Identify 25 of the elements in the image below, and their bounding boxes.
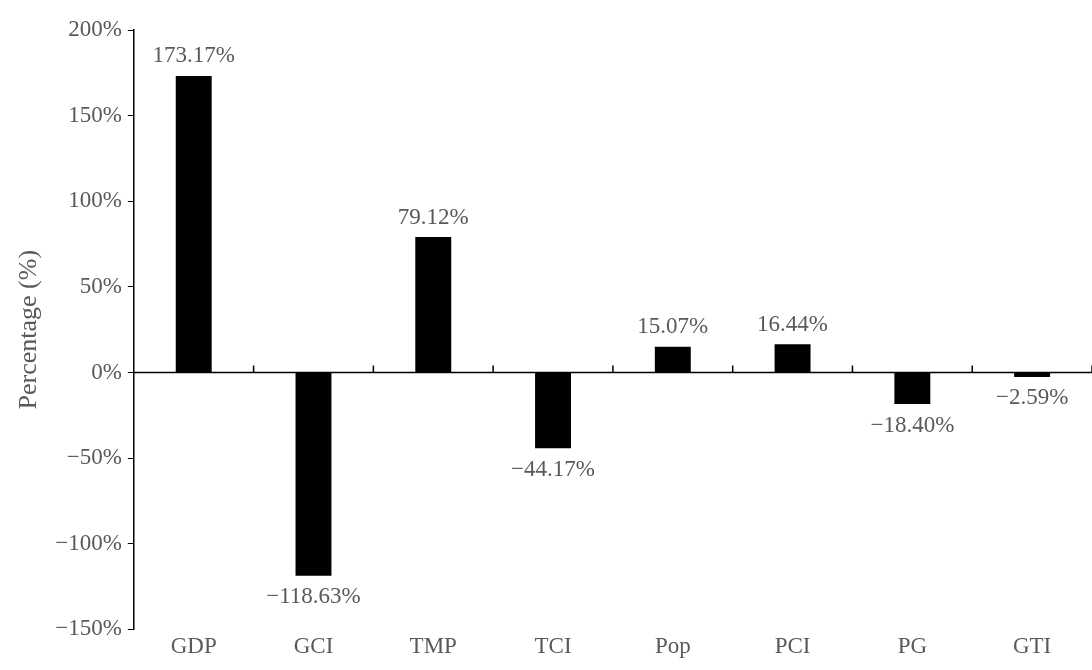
y-axis-title: Percentage (%) [13,249,43,410]
x-tick-label: GCI [293,633,334,659]
data-label: −18.40% [870,411,955,437]
x-tick-label: PG [897,633,928,659]
y-tick-label: −150% [55,615,122,641]
y-tick-label: −100% [55,529,122,555]
data-label: 16.44% [757,310,829,336]
data-label: 15.07% [637,313,709,339]
y-tick-label: 50% [79,272,122,298]
data-label: 79.12% [397,203,469,229]
y-tick-label: 150% [68,101,122,127]
y-tick-label: 0% [91,358,122,384]
data-label: −118.63% [266,583,361,609]
data-label: 173.17% [152,42,235,68]
x-tick-label: TCI [534,633,572,659]
x-tick-label: PCI [774,633,811,659]
y-tick-label: 100% [68,187,122,213]
data-label: −2.59% [995,384,1069,410]
x-tick-label: GDP [170,633,217,659]
y-tick-label: 200% [68,16,122,42]
data-label: −44.17% [511,455,595,481]
x-tick-label: TMP [409,633,457,659]
x-tick-label: GTI [1012,633,1052,659]
y-tick-label: −50% [66,444,122,470]
x-tick-label: Pop [654,633,691,659]
